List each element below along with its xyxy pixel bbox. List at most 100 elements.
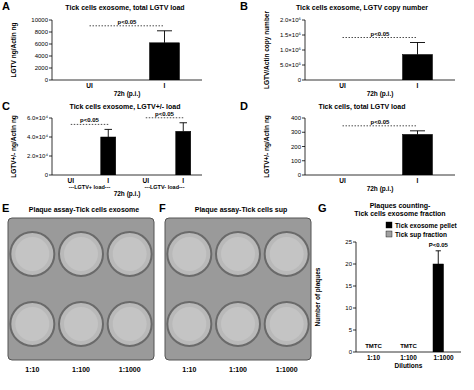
well-inner [15,307,49,341]
y-tick [49,80,52,81]
x-tick-label: I [164,82,166,89]
x-tick-label: 1:100 [400,354,417,361]
plate [8,218,154,360]
significance: p<0.05 [80,117,100,123]
y-tick-label: 300 [291,129,302,135]
y-tick-label: 100 [291,158,302,164]
x-axis-label: 72h (p.i.) [114,90,141,98]
y-tick-label: 20 [345,261,352,267]
y-tick [302,132,305,133]
x-axis-label: 72h (p.i.) [367,90,394,98]
value-label: TMTC [400,343,417,349]
x-tick-label: 1:10 [367,354,380,361]
panel-d: DTick cells, total LGTV load010020030040… [240,100,455,193]
y-tick [49,56,52,57]
y-axis [52,20,53,80]
y-tick-label: 0 [349,349,353,355]
well-inner [221,307,255,341]
y-tick [302,35,305,36]
y-axis-label: LGTV+/- ng/Actin ng [263,115,271,178]
error-stem [417,43,418,55]
well-inner [64,237,98,271]
significance-line [146,117,184,118]
well [265,232,309,276]
plate [165,218,311,360]
error-bar [180,123,188,132]
marks [101,123,191,175]
y-axis-label: LGTV/Actin copy number [263,11,271,89]
photo-title: Plaque assay-Tick cells sup [195,206,287,214]
y-tick [302,118,305,119]
y-axis-label: LGTV+/- ng/Actin ng [10,115,18,178]
marks [403,131,433,175]
y-tick-label: 400 [291,115,302,121]
y-tick-label: 2.0×10⁶ [280,17,302,23]
legend-swatch [386,222,392,228]
y-tick-label: 1.0×10⁶ [280,47,302,53]
x-tick-label: UI [68,177,75,184]
y-tick [49,44,52,45]
y-tick-label: 0 [45,77,49,83]
panel-letter: G [318,202,327,214]
y-tick-label: 0 [298,172,302,178]
well-inner [113,307,147,341]
well-inner [172,307,206,341]
value-label: TMTC [365,343,382,349]
chart-title: Tick cells, total LGTV load [318,103,405,111]
y-axis [356,242,357,352]
error-bar [105,129,113,137]
well-inner [270,307,304,341]
well [10,232,54,276]
plaque-panel: EPlaque assay-Tick cells exosome1:101:10… [2,202,154,373]
marks [150,31,180,80]
panel-a: ATick cells exosome, total LGTV load0200… [2,0,202,98]
legend-swatch [386,231,392,237]
well [216,232,260,276]
well [167,302,211,346]
significance: P<0.05 [429,242,449,248]
error-cap [105,129,113,130]
y-tick [302,160,305,161]
x-tick-label: UI [339,177,346,184]
y-tick-label: 2000 [35,65,49,71]
significance: p<0.05 [155,111,175,117]
y-tick-label: 2.0×10⁴ [27,153,49,159]
dilution-label: 1:1000 [119,366,141,373]
y-tick [353,242,356,243]
well-inner [113,237,147,271]
x-tick-label: I [107,177,109,184]
well [108,232,152,276]
figure: ATick cells exosome, total LGTV load0200… [0,0,474,390]
error-bar [410,43,425,55]
significance-line [90,25,165,26]
y-tick [49,137,52,138]
significance: p<0.05 [371,31,391,37]
y-tick-label: 25 [345,239,352,245]
well-inner [15,237,49,271]
significance: p<0.05 [118,19,138,25]
error-cap [410,130,425,131]
legend-label: Tick exosome pellet [395,222,457,230]
legend-label: Tick sup fraction [395,231,447,239]
error-stem [183,123,184,132]
x-tick-label: I [417,82,419,89]
y-tick [353,286,356,287]
well [265,302,309,346]
y-tick-label: 5.0×10⁵ [280,62,302,68]
well [216,302,260,346]
y-tick [302,80,305,81]
y-tick [49,118,52,119]
panel-g: GPlaques counting-Tick cells exosome fra… [314,202,461,369]
y-tick-label: 10 [345,305,352,311]
x-axis [356,352,461,353]
y-tick-label: 200 [291,144,302,150]
y-tick [302,175,305,176]
chart-title: Tick cells exosome, total LGTV load [65,4,184,12]
x-tick-label: 1:1000 [433,354,454,361]
error-cap [180,122,188,123]
bar [403,134,433,175]
panel-c: CTick cells exosome, LGTV+/- load02.0×10… [2,100,202,198]
x-axis-label: 72h (p.i.) [114,190,141,198]
y-tick [49,32,52,33]
y-tick [302,65,305,66]
